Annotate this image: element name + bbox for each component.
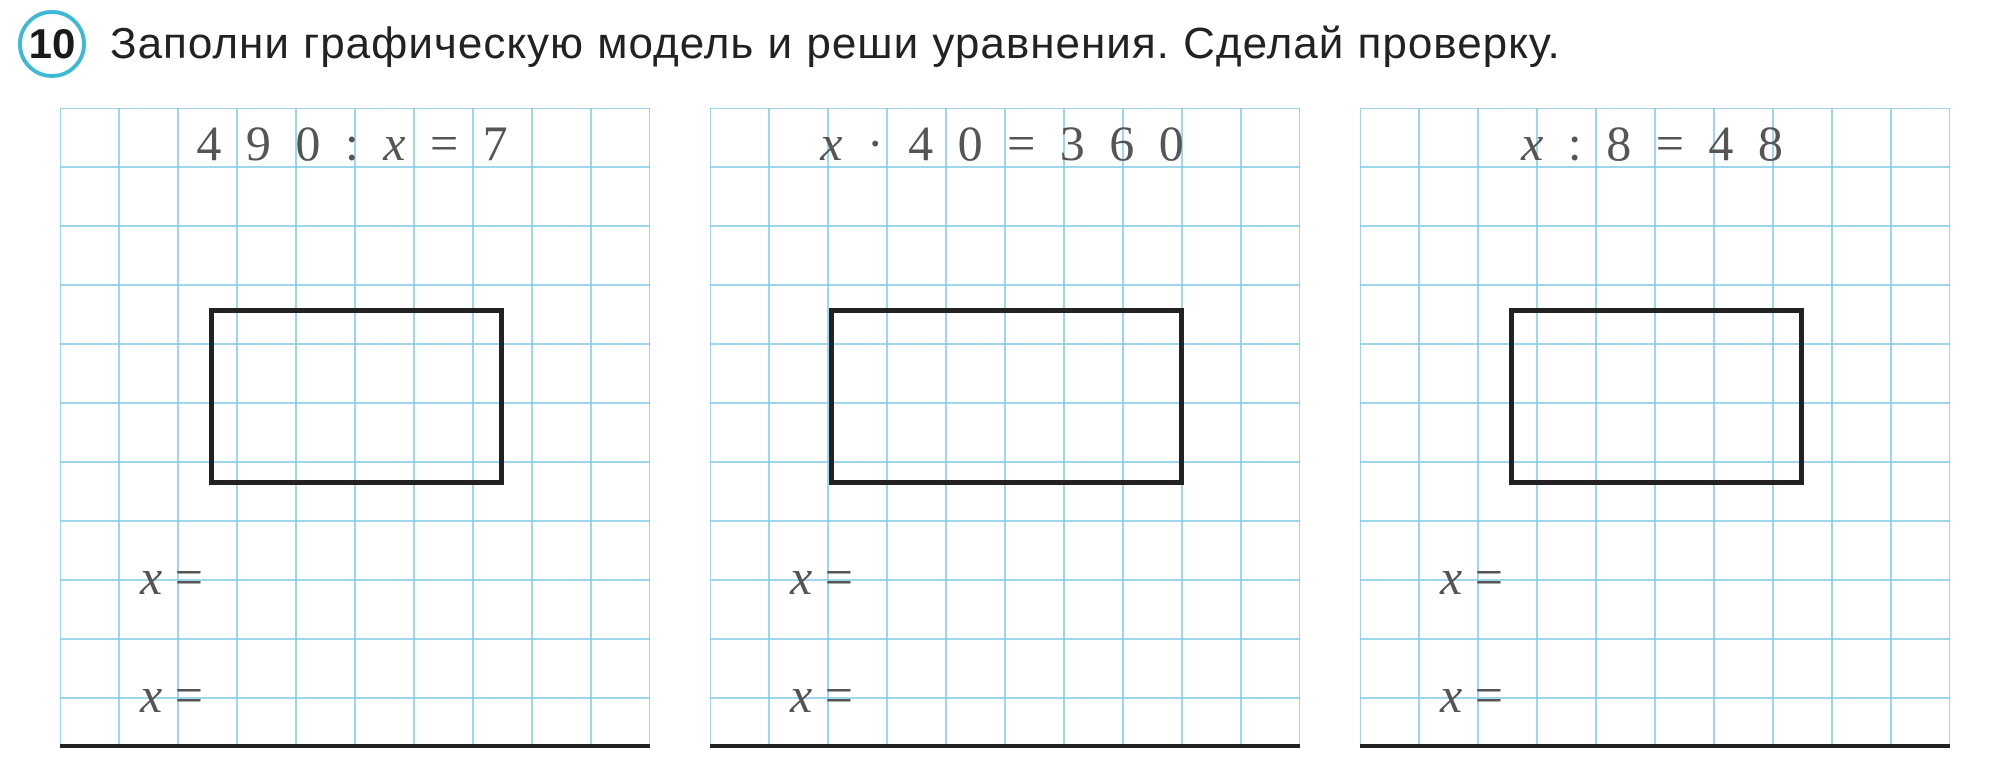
model-rect-1 <box>209 308 504 485</box>
x-line-3b: x = <box>1440 666 1503 724</box>
header: 10 Заполни графическую модель и реши ура… <box>18 10 1561 78</box>
model-rect-2 <box>829 308 1184 485</box>
equation-1: 4 9 0 : x = 7 <box>60 114 650 172</box>
bottom-rule-3 <box>1360 744 1950 748</box>
panel-2: x · 4 0 = 3 6 0 x = x = <box>710 108 1300 748</box>
equation-2: x · 4 0 = 3 6 0 <box>710 114 1300 172</box>
panel-1: 4 9 0 : x = 7 x = x = <box>60 108 650 748</box>
instruction-text: Заполни графическую модель и реши уравне… <box>110 19 1561 69</box>
x-line-2b: x = <box>790 666 853 724</box>
panels-row: 4 9 0 : x = 7 x = x = x · 4 0 = 3 6 0 x … <box>60 108 1950 748</box>
equation-3: x : 8 = 4 8 <box>1360 114 1950 172</box>
problem-number-badge: 10 <box>18 10 86 78</box>
panel-3: x : 8 = 4 8 x = x = <box>1360 108 1950 748</box>
problem-number: 10 <box>29 20 76 68</box>
x-line-1a: x = <box>140 548 203 606</box>
bottom-rule-2 <box>710 744 1300 748</box>
model-rect-3 <box>1509 308 1804 485</box>
x-line-1b: x = <box>140 666 203 724</box>
bottom-rule-1 <box>60 744 650 748</box>
x-line-2a: x = <box>790 548 853 606</box>
x-line-3a: x = <box>1440 548 1503 606</box>
